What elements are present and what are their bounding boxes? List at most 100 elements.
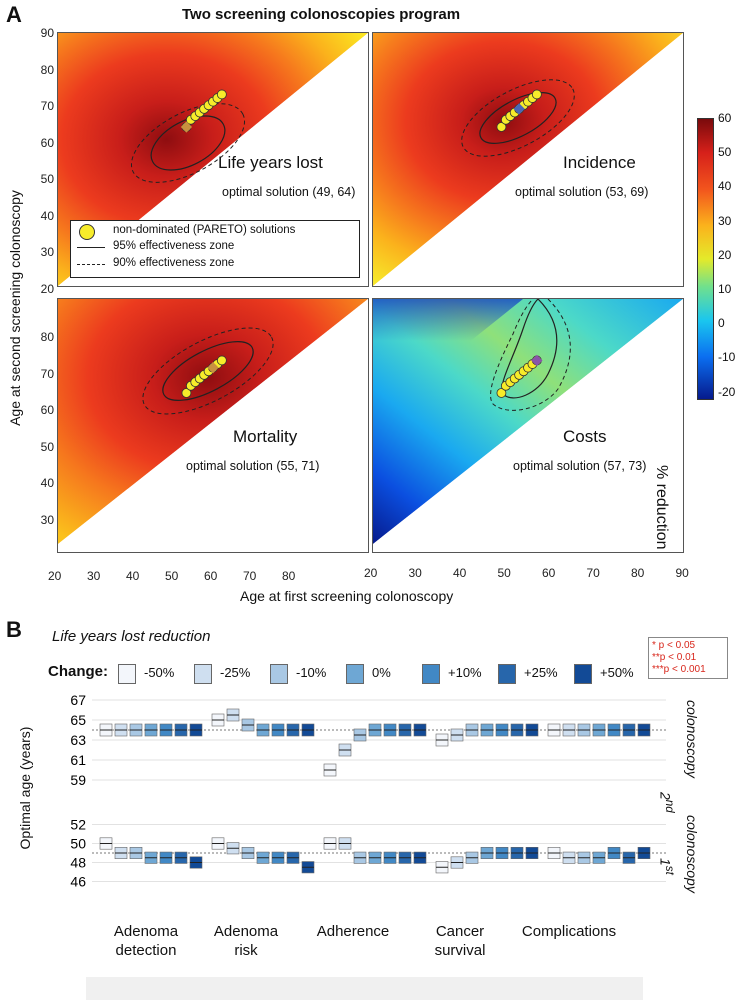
box-y-tick: 65 — [70, 712, 86, 728]
heatmap-incidence: Incidence optimal solution (53, 69) — [372, 32, 684, 287]
pareto-point — [216, 89, 227, 100]
solid-line-icon — [77, 247, 105, 248]
box-y-tick: 48 — [70, 855, 86, 871]
colorbar-tick-label: -10 — [718, 350, 736, 365]
y-tick-label: 40 — [40, 208, 54, 223]
group-label-line1: Adenoma — [113, 923, 179, 940]
optimal-marker — [531, 354, 543, 367]
change-swatch — [346, 664, 364, 684]
pareto-marker-icon — [79, 224, 95, 240]
x-tick-label: 70 — [586, 566, 600, 580]
boxplot-lower: 52 50 48 46 — [70, 817, 666, 890]
lower-side-label-text: colonoscopy — [684, 815, 700, 893]
subplot-optimal: optimal solution (49, 64) — [222, 185, 356, 199]
colorbar-tick-label: 0 — [718, 316, 725, 331]
colorbar — [697, 118, 714, 400]
x-tick-label: 80 — [282, 569, 296, 583]
box-y-tick: 61 — [70, 752, 86, 768]
group-label-line1: Cancer — [435, 923, 485, 940]
change-label-item: -10% — [296, 665, 327, 680]
colorbar-label: % reduction — [653, 465, 670, 550]
box-y-tick: 63 — [70, 732, 86, 748]
box-y-tick: 46 — [70, 874, 86, 890]
box-y-tick: 50 — [70, 836, 86, 852]
group-label-line2: risk — [234, 942, 258, 959]
x-tick-label: 70 — [243, 569, 257, 583]
colorbar-tick-label: 40 — [718, 179, 732, 194]
change-label-item: 0% — [372, 665, 391, 680]
panel-b-letter: B — [6, 617, 22, 642]
lower-ordinal-num: 1 — [657, 858, 674, 866]
change-label-item: -25% — [220, 665, 251, 680]
legend-90: 90% effectiveness zone — [113, 257, 235, 269]
subplot-optimal: optimal solution (57, 73) — [513, 459, 647, 473]
y-tick-label: 20 — [40, 281, 54, 296]
change-swatch — [118, 664, 136, 684]
y-tick-label: 70 — [40, 99, 54, 113]
panel-a-xlabel: Age at first screening colonoscopy — [240, 588, 454, 604]
lower-side-label: colonoscopy — [684, 815, 700, 893]
panel-a-title: Two screening colonoscopies program — [182, 6, 461, 23]
subplot-title: Incidence — [563, 153, 636, 172]
panel-a-letter: A — [6, 2, 22, 27]
x-tick-label: 40 — [126, 569, 140, 583]
x-tick-label: 20 — [364, 566, 378, 580]
change-label-item: +10% — [448, 665, 482, 680]
upper-side-label: colonoscopy — [684, 700, 700, 778]
x-tick-label: 30 — [408, 566, 422, 580]
x-tick-label: 80 — [631, 566, 645, 580]
upper-ordinal: 2nd — [657, 792, 676, 813]
pareto-point — [496, 122, 507, 132]
change-swatch — [498, 664, 516, 684]
colorbar-tick-label: 60 — [718, 111, 732, 125]
group-label-line1: Adherence — [316, 923, 390, 940]
y-tick-label: 50 — [40, 439, 54, 454]
heatmap-svg-mortality — [58, 299, 368, 552]
group-label: Adenoma risk — [186, 922, 306, 960]
boxplot-upper: 67 65 63 61 59 — [70, 692, 666, 788]
p-value-legend: * p < 0.05 **p < 0.01 ***p < 0.001 — [648, 637, 728, 679]
pareto-points-costs — [496, 354, 543, 398]
pareto-point — [531, 89, 542, 100]
subplot-title: Mortality — [233, 427, 298, 446]
x-tick-label: 50 — [497, 566, 511, 580]
y-tick-label: 50 — [40, 172, 54, 186]
change-label: Change: — [48, 663, 108, 680]
colorbar-tick-label: 20 — [718, 247, 732, 262]
x-tick-label: 60 — [204, 569, 218, 583]
y-tick-label: 90 — [40, 26, 54, 40]
y-tick-label: 70 — [40, 366, 54, 381]
panel-b-subtitle: Life years lost reduction — [52, 628, 211, 645]
change-swatch — [422, 664, 440, 684]
optimal-marker — [513, 103, 525, 115]
x-tick-label: 20 — [48, 569, 62, 583]
group-label: Cancer survival — [400, 922, 520, 960]
y-tick-label: 60 — [40, 403, 54, 417]
colorbar-tick-label: 30 — [718, 213, 732, 228]
box-y-tick: 59 — [70, 772, 86, 788]
subplot-optimal: optimal solution (55, 71) — [186, 459, 320, 473]
group-label: Adenoma detection — [86, 922, 206, 960]
heatmap-svg-costs — [373, 299, 683, 552]
upper-ordinal-num: 2 — [657, 792, 674, 800]
subplot-optimal: optimal solution (53, 69) — [515, 185, 649, 199]
x-tick-label: 40 — [453, 566, 467, 580]
pareto-point — [216, 355, 227, 366]
group-label: Complications — [509, 922, 629, 941]
group-label-line2: survival — [434, 942, 486, 959]
legend-95: 95% effectiveness zone — [113, 240, 235, 252]
change-swatch — [194, 664, 212, 684]
p-value-2: **p < 0.01 — [652, 652, 697, 663]
change-swatch — [574, 664, 592, 684]
pareto-points-incidence — [496, 89, 542, 132]
group-label-line2: detection — [115, 942, 177, 959]
upper-side-label-text: colonoscopy — [684, 700, 700, 778]
subplot-title: Life years lost — [218, 153, 323, 172]
dashed-line-icon — [77, 264, 105, 265]
group-label: Adherence — [293, 922, 413, 941]
change-label-item: -50% — [144, 665, 175, 680]
box-y-tick: 67 — [70, 692, 86, 708]
x-tick-label: 60 — [542, 566, 556, 580]
heatmap-legend: non-dominated (PARETO) solutions 95% eff… — [70, 220, 360, 278]
y-tick-label: 80 — [40, 330, 54, 344]
